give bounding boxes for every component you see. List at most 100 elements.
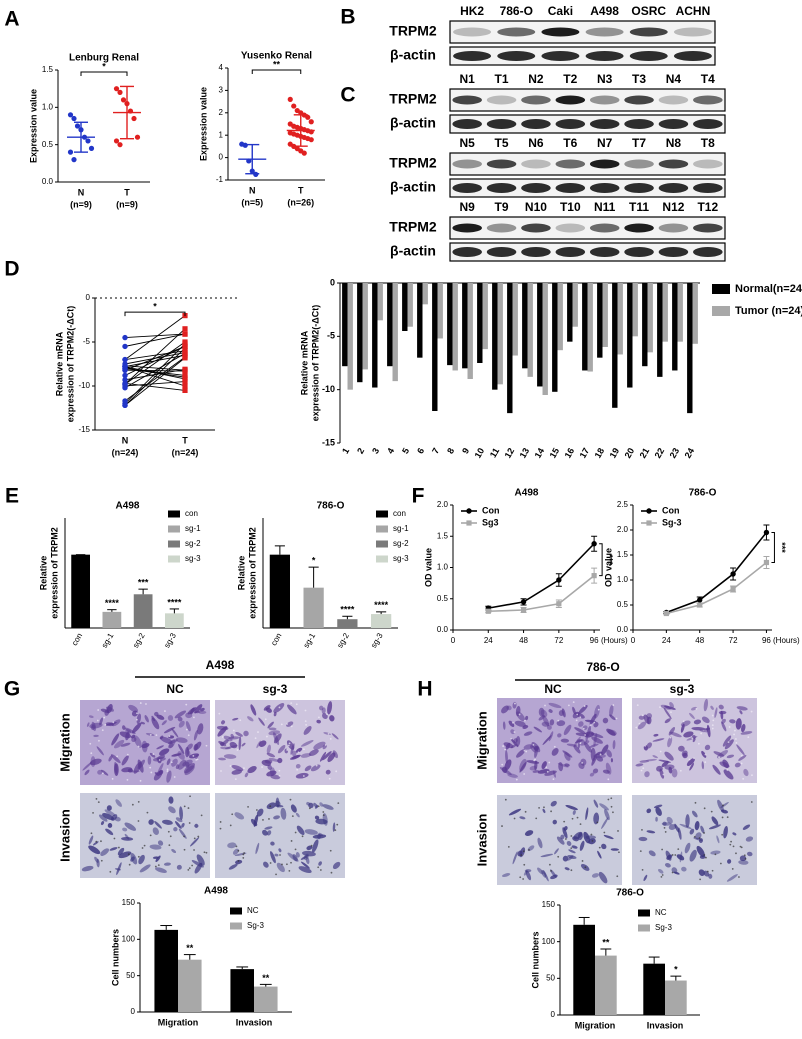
pore	[582, 727, 585, 730]
cell	[269, 767, 275, 776]
point	[122, 402, 128, 409]
blot-row-label: TRPM2	[389, 155, 437, 171]
pore	[735, 742, 738, 744]
blot-band	[629, 27, 668, 37]
column-label: sg-3	[263, 682, 288, 696]
blot-band	[693, 247, 723, 257]
lane-label: OSRC	[631, 4, 666, 18]
cell	[193, 743, 199, 751]
cell	[263, 861, 269, 868]
cell	[551, 748, 559, 756]
bar	[432, 283, 438, 411]
x-tick-label: 21	[638, 446, 652, 460]
line	[666, 561, 767, 615]
pore	[638, 722, 641, 725]
cell	[722, 735, 732, 747]
cell	[238, 736, 242, 751]
cell	[266, 830, 272, 836]
pore	[328, 777, 331, 780]
pore	[671, 871, 674, 874]
pore	[612, 811, 614, 814]
pore	[167, 830, 170, 833]
pore	[714, 853, 717, 856]
pore	[663, 827, 666, 829]
significance-label: ****	[340, 605, 355, 615]
pore	[711, 724, 714, 727]
x-tick-label: 23	[668, 446, 682, 460]
pore	[705, 856, 707, 859]
cell	[196, 854, 205, 866]
cell	[671, 867, 678, 874]
pore	[706, 870, 709, 873]
significance-bracket	[124, 311, 186, 317]
cell	[540, 853, 554, 858]
legend-label: Sg-3	[662, 517, 682, 527]
cell	[585, 807, 589, 821]
pore	[310, 844, 313, 847]
cell	[671, 768, 678, 778]
pore	[116, 755, 119, 758]
pore	[126, 753, 129, 756]
lane-label: T9	[495, 200, 509, 214]
legend-marker	[646, 508, 652, 514]
line	[488, 543, 595, 609]
chart-title: 786-O	[616, 888, 644, 899]
x-tick-label: 9	[460, 446, 471, 455]
bar	[362, 283, 368, 370]
pore	[278, 774, 281, 777]
cell	[508, 720, 515, 728]
cell	[274, 853, 279, 857]
pore	[610, 797, 613, 800]
row-label: Migration	[474, 711, 489, 770]
pore	[264, 718, 267, 721]
legend-marker	[466, 520, 472, 526]
y-tick-label: 0.0	[42, 177, 54, 186]
pore	[538, 806, 540, 809]
blot-band	[486, 95, 517, 105]
cell	[185, 721, 191, 732]
pore	[712, 719, 715, 722]
pore	[703, 854, 706, 856]
pore	[297, 751, 300, 754]
lane-label: N5	[460, 136, 476, 150]
legend-label: con	[393, 509, 406, 518]
blot-band	[658, 183, 689, 193]
pore	[166, 770, 169, 773]
pore	[301, 835, 304, 838]
cell	[584, 719, 597, 723]
y-tick-label: 0	[330, 277, 335, 287]
cell	[676, 854, 685, 861]
cell	[609, 704, 614, 717]
cell	[148, 819, 154, 825]
pore	[304, 709, 307, 712]
pore	[515, 778, 518, 781]
cell	[86, 722, 90, 727]
point	[134, 134, 141, 140]
cell	[270, 841, 275, 846]
cell	[120, 742, 131, 747]
pore	[149, 834, 152, 837]
pore	[288, 742, 291, 745]
pore	[593, 721, 596, 724]
panel-label: G	[4, 678, 20, 701]
pair-line	[124, 382, 186, 391]
pore	[522, 850, 525, 853]
x-tick-label: 0	[631, 636, 636, 645]
pore	[730, 840, 732, 843]
pore	[502, 745, 505, 747]
cell	[596, 755, 604, 762]
panel-label: C	[340, 84, 355, 107]
y-axis-label: OD value	[423, 548, 433, 587]
blot-band	[658, 247, 689, 257]
pore	[187, 868, 190, 871]
blot-strip	[449, 178, 726, 198]
pore	[327, 732, 330, 735]
pore	[548, 761, 551, 764]
cell	[740, 723, 746, 733]
pair-line	[124, 333, 186, 339]
cell	[106, 805, 112, 811]
y-tick-label: 1.5	[42, 65, 54, 74]
point	[182, 331, 188, 337]
cell	[222, 739, 229, 745]
point	[182, 345, 188, 351]
